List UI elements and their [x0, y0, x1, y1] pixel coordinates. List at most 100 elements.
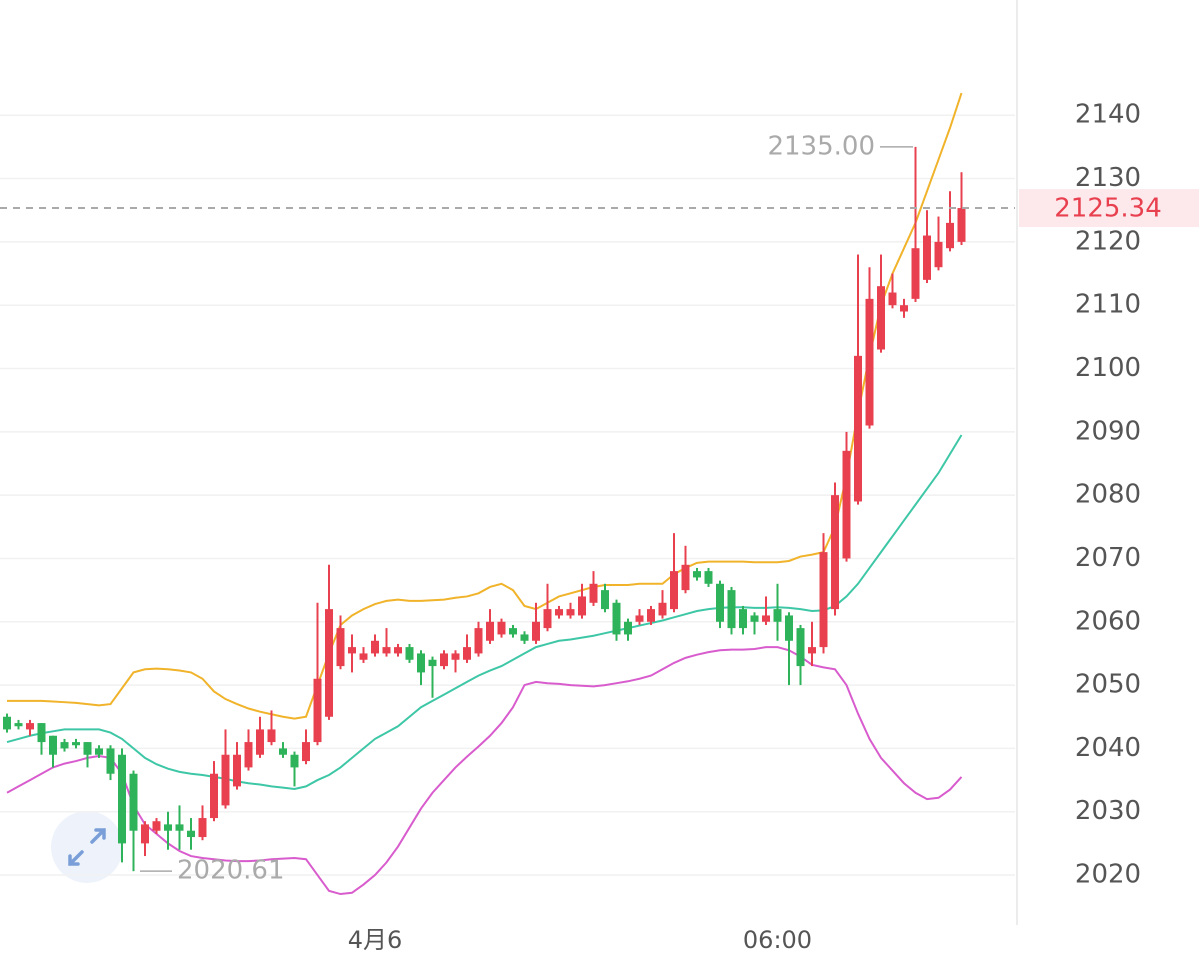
candle-body [877, 286, 885, 350]
candle-body [359, 653, 368, 660]
candle-body [405, 647, 414, 660]
last-price-label: 2125.34 [1054, 194, 1162, 224]
candle-body [900, 305, 908, 312]
candle-body [658, 602, 667, 616]
candle-body [417, 653, 425, 673]
low-label: 2020.61 [177, 856, 285, 886]
candle-body [267, 729, 276, 743]
y-tick-label: 2100 [1075, 353, 1141, 383]
candle-body [394, 647, 402, 654]
candle-body [635, 615, 644, 622]
candle-body [187, 830, 195, 838]
candle-body [175, 824, 184, 831]
candle-body [233, 754, 241, 787]
band-line [6, 646, 963, 896]
y-tick-label: 2080 [1075, 480, 1141, 510]
candle-body [957, 208, 966, 242]
candle-body [923, 235, 931, 280]
candle-body [129, 773, 138, 831]
candle-body [750, 615, 759, 622]
candle-body [865, 298, 874, 426]
candle-body [279, 748, 287, 755]
y-tick-label: 2020 [1075, 860, 1141, 890]
candle-body [141, 824, 149, 844]
candle-body [727, 590, 736, 629]
candle-body [670, 571, 678, 610]
candle-body [152, 821, 161, 831]
candle-body [95, 748, 103, 755]
candle-body [888, 292, 897, 306]
expand-button[interactable] [51, 811, 123, 883]
candle-body [739, 609, 747, 629]
candle-body [624, 621, 632, 635]
candle-body [612, 602, 621, 635]
candle-body [647, 609, 655, 622]
last-price-box [1019, 189, 1199, 228]
y-tick-label: 2110 [1075, 290, 1141, 320]
candle-body [589, 583, 598, 603]
candle-body [210, 773, 218, 819]
candle-body [762, 615, 770, 622]
candle-body [578, 596, 586, 616]
candle-body [60, 742, 69, 749]
candle-body [348, 647, 356, 654]
y-tick-label: 2060 [1075, 606, 1141, 636]
high-label: 2135.00 [767, 131, 875, 161]
candle-body [716, 583, 724, 622]
candle-body [704, 571, 713, 584]
candle-body [290, 754, 299, 768]
y-tick-label: 2140 [1075, 100, 1141, 130]
candle-body [72, 742, 80, 746]
candle-body [14, 723, 23, 727]
candle-body [681, 564, 690, 591]
candle-body [532, 621, 540, 641]
x-tick-label: 4月6 [348, 926, 403, 953]
candle-body [451, 653, 460, 660]
candle-body [543, 609, 552, 629]
candle-body [325, 609, 333, 717]
candle-body [520, 634, 529, 641]
candle-body [428, 659, 437, 667]
candle-body [808, 647, 816, 654]
candle-body [256, 729, 264, 755]
candle-body [497, 621, 506, 635]
candle-body [164, 824, 172, 831]
y-tick-label: 2130 [1075, 163, 1141, 193]
candle-body [106, 748, 115, 774]
candle-body [842, 450, 851, 559]
candle-body [474, 628, 483, 654]
candle-body [3, 716, 11, 730]
y-tick-label: 2030 [1075, 796, 1141, 826]
candle-body [118, 754, 126, 844]
candle-body [934, 241, 943, 268]
candle-body [946, 222, 954, 249]
band-line [6, 434, 963, 790]
y-tick-label: 2090 [1075, 416, 1141, 446]
y-tick-label: 2040 [1075, 733, 1141, 763]
candle-body [221, 754, 230, 806]
y-tick-label: 2050 [1075, 670, 1141, 700]
candle-body [911, 248, 920, 299]
candle-body [773, 609, 782, 622]
candle-body [601, 590, 609, 610]
candle-body [566, 609, 575, 616]
candle-body [854, 355, 862, 502]
candle-body [336, 628, 345, 667]
candle-body [796, 628, 805, 667]
candle-body [693, 571, 701, 578]
y-tick-label: 2120 [1075, 226, 1141, 256]
band-line [7, 92, 963, 720]
candle-body [244, 742, 253, 768]
candle-body [555, 609, 563, 616]
y-tick-label: 2070 [1075, 543, 1141, 573]
candle-body [37, 723, 46, 743]
candle-body [382, 647, 391, 654]
x-tick-label: 06:00 [743, 926, 812, 953]
candle-body [371, 640, 379, 654]
candle-body [313, 678, 322, 743]
candle-body [302, 742, 310, 762]
candle-body [463, 647, 471, 660]
candle-body [198, 818, 207, 838]
candle-body [785, 615, 793, 641]
